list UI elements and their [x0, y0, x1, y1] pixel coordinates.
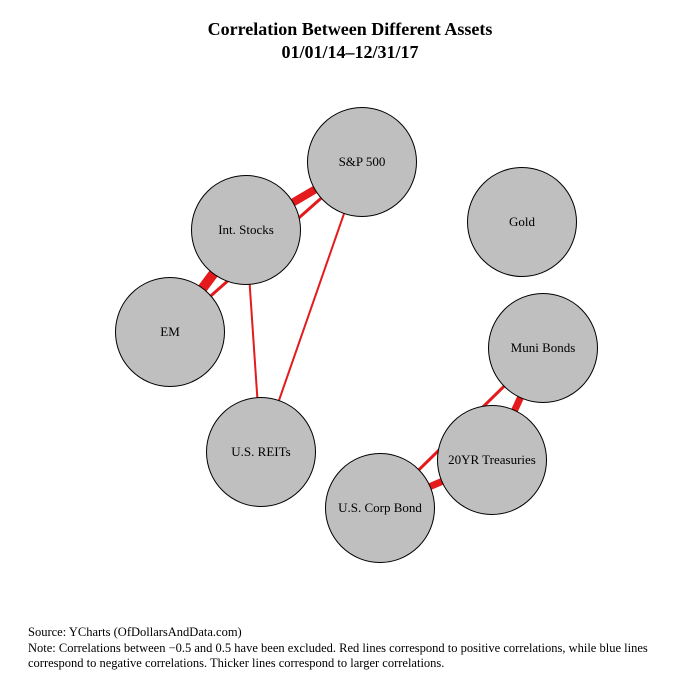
network-diagram: S&P 500 Gold Int. Stocks EM Muni Bonds U.S. R… — [0, 0, 700, 700]
node-treas: 20YR Treasuries — [437, 405, 547, 515]
node-label: Muni Bonds — [511, 340, 576, 356]
node-label: S&P 500 — [339, 154, 386, 170]
node-label: U.S. Corp Bond — [338, 500, 422, 516]
node-gold: Gold — [467, 167, 577, 277]
node-intl: Int. Stocks — [191, 175, 301, 285]
node-muni: Muni Bonds — [488, 293, 598, 403]
node-reits: U.S. REITs — [206, 397, 316, 507]
node-em: EM — [115, 277, 225, 387]
node-label: 20YR Treasuries — [448, 452, 536, 468]
note-text: Note: Correlations between −0.5 and 0.5 … — [28, 641, 672, 672]
node-label: Int. Stocks — [218, 222, 274, 238]
node-sp500: S&P 500 — [307, 107, 417, 217]
node-corp: U.S. Corp Bond — [325, 453, 435, 563]
source-text: Source: YCharts (OfDollarsAndData.com) — [28, 625, 672, 641]
footer-text: Source: YCharts (OfDollarsAndData.com) N… — [28, 625, 672, 672]
node-label: Gold — [509, 214, 535, 230]
node-label: EM — [160, 324, 180, 340]
node-label: U.S. REITs — [231, 444, 290, 460]
